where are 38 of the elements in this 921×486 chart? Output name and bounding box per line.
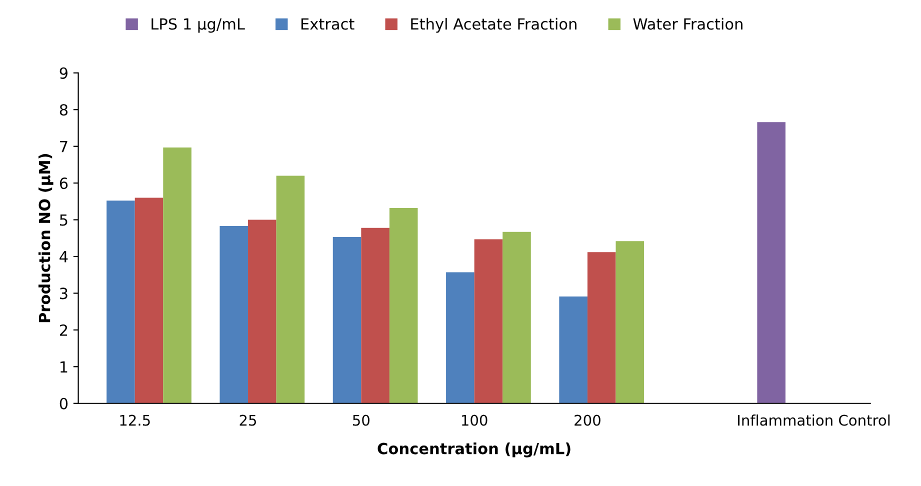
y-tick-label: 0 [60,398,68,410]
bar [220,226,248,404]
bar [163,147,192,404]
bar [559,296,588,404]
bar [361,228,390,404]
bar [502,232,531,404]
bar [332,237,362,404]
x-tick-label: 25 [240,414,256,426]
bar [474,239,503,404]
y-tick-label: 9 [60,67,68,79]
x-tick-label: 100 [462,414,488,426]
bar [446,272,474,404]
bar [248,220,276,404]
y-tick-label: 6 [60,178,68,190]
bar [616,241,644,404]
bar [587,252,616,404]
y-axis-title: Production NO (µM) [38,154,54,322]
legend-label: Extract [301,18,354,30]
bar [134,198,164,404]
legend-label: Water Fraction [633,18,742,30]
bar [757,122,786,404]
x-tick-label: Inflammation Control [738,414,890,426]
x-tick-label: 12.5 [120,414,150,426]
y-tick-label: 3 [60,288,68,300]
bar [106,200,135,404]
y-tick-label: 1 [60,361,68,372]
legend-label: LPS 1 µg/mL [152,18,245,33]
x-axis-title: Concentration (µg/mL) [378,442,570,458]
legend-label: Ethyl Acetate Fraction [411,18,576,33]
x-tick-label: 200 [574,414,600,426]
y-tick-label: 4 [60,251,68,262]
x-tick-label: 50 [353,414,370,426]
y-tick-label: 5 [60,214,68,226]
y-tick-label: 2 [60,324,68,336]
y-tick-label: 8 [60,104,68,116]
y-tick-label: 7 [60,141,68,152]
bar [389,208,418,404]
bar [276,176,305,404]
